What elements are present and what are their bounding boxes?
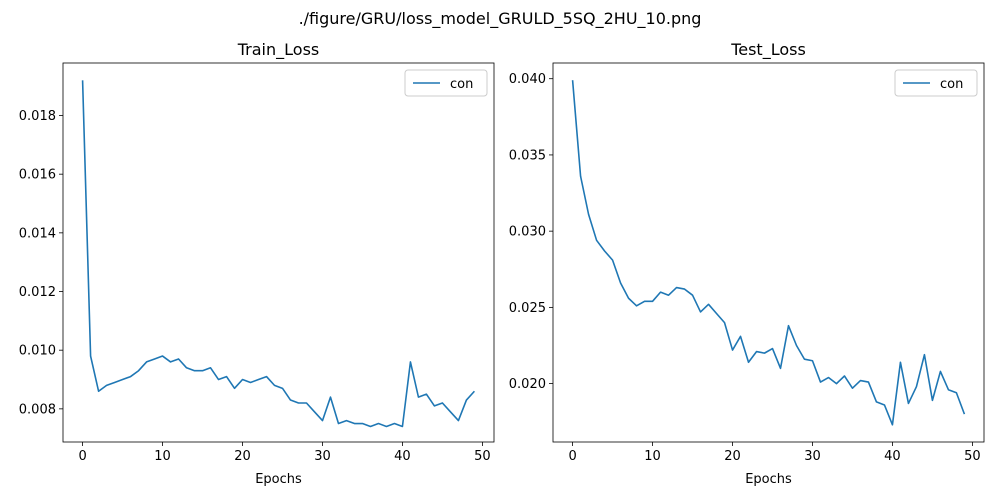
x-tick-label: 30 (314, 449, 331, 464)
legend-box (404, 69, 488, 97)
chart-title: Train_Loss (237, 40, 319, 60)
x-tick-label: 30 (804, 449, 821, 464)
y-tick-label: 0.020 (509, 377, 546, 392)
plot-frame (552, 62, 985, 443)
series-line-con (81, 80, 476, 428)
x-tick-label: 40 (394, 449, 411, 464)
chart-panel-2: Test_Loss 0 10 20 30 40 50 0.020 0.025 0.030 0.035… (509, 40, 985, 487)
x-tick-label: 40 (884, 449, 901, 464)
y-tick-label: 0.008 (19, 402, 56, 417)
plot-frame (62, 62, 495, 443)
legend-box (894, 69, 978, 97)
series-line-con (571, 80, 966, 426)
x-axis-label: Epochs (255, 472, 302, 487)
y-tick-label: 0.014 (19, 226, 56, 241)
x-axis-label: Epochs (745, 472, 792, 487)
y-tick-label: 0.012 (19, 285, 56, 300)
legend: con (404, 69, 488, 97)
x-tick-label: 0 (568, 449, 576, 464)
y-tick-label: 0.010 (19, 344, 56, 359)
x-tick-label: 50 (964, 449, 981, 464)
figure-suptitle: ./figure/GRU/loss_model_GRULD_5SQ_2HU_10… (299, 9, 702, 29)
chart-panel-1: Train_Loss 0 10 20 30 40 50 0.008 0.010 0.012 0.01… (19, 40, 495, 487)
y-tick-label: 0.040 (509, 72, 546, 87)
x-tick-label: 10 (644, 449, 661, 464)
legend: con (894, 69, 978, 97)
x-tick-label: 0 (78, 449, 86, 464)
y-tick-label: 0.035 (509, 148, 546, 163)
legend-label: con (450, 77, 473, 92)
x-tick-label: 20 (724, 449, 741, 464)
x-tick-label: 20 (234, 449, 251, 464)
y-tick-label: 0.016 (19, 168, 56, 183)
y-tick-label: 0.025 (509, 301, 546, 316)
x-tick-label: 10 (154, 449, 171, 464)
x-tick-label: 50 (474, 449, 491, 464)
y-tick-label: 0.018 (19, 109, 56, 124)
y-tick-label: 0.030 (509, 225, 546, 240)
legend-label: con (940, 77, 963, 92)
chart-title: Test_Loss (730, 40, 806, 60)
